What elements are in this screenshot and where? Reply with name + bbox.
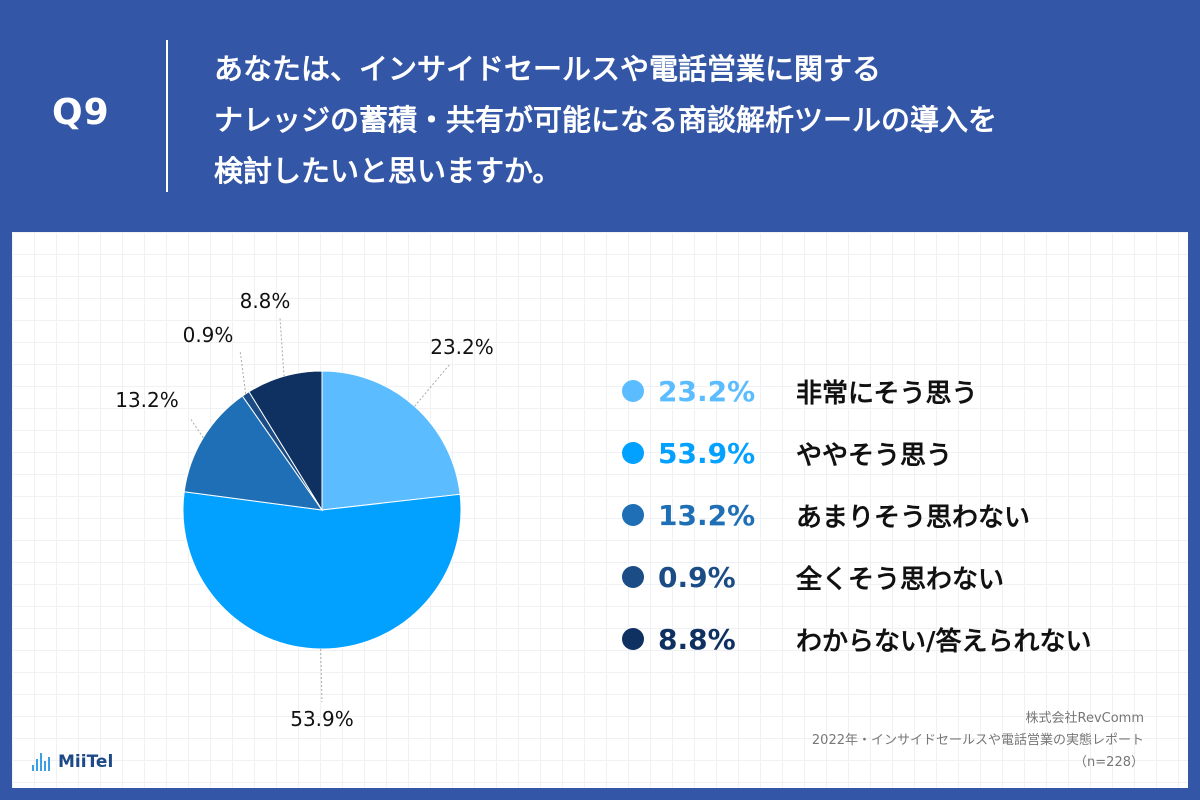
legend-value: 13.2% (658, 498, 756, 532)
leader-line (189, 417, 204, 439)
question-header: Q9 あなたは、インサイドセールスや電話営業に関する ナレッジの蓄積・共有が可能… (0, 0, 1200, 232)
legend-item: 13.2% あまりそう思わない (622, 484, 1092, 546)
question-line-1: あなたは、インサイドセールスや電話営業に関する (214, 52, 882, 86)
source-note: 株式会社RevComm 2022年・インサイドセールスや電話営業の実態レポート … (812, 708, 1144, 774)
legend-value: 53.9% (658, 436, 756, 470)
legend-label: 全くそう思わない (796, 564, 1005, 595)
leader-line (320, 648, 323, 703)
legend-label: 非常にそう思う (796, 378, 978, 409)
legend-swatch (622, 380, 644, 402)
legend-item: 0.9% 全くそう思わない (622, 546, 1092, 608)
leader-line (239, 349, 247, 394)
source-company: 株式会社RevComm (1025, 711, 1145, 726)
chart-legend: 23.2% 非常にそう思う 53.9% ややそう思う 13.2% あまりそう思わ… (622, 360, 1092, 670)
legend-value: 8.8% (658, 622, 736, 656)
legend-swatch (622, 504, 644, 526)
legend-swatch (622, 628, 644, 650)
miitel-logo: MiiTel (32, 752, 113, 772)
slice-data-label: 53.9% (290, 707, 354, 731)
pie-slice (321, 370, 461, 511)
pie-slice (248, 370, 323, 512)
slice-data-label: 23.2% (430, 335, 494, 359)
legend-item: 53.9% ややそう思う (622, 422, 1092, 484)
slice-data-label: 8.8% (240, 289, 291, 313)
legend-label: わからない/答えられない (796, 626, 1092, 657)
legend-swatch (622, 566, 644, 588)
leader-line (279, 317, 285, 377)
sample-size: （n=228） (1074, 755, 1144, 770)
legend-swatch (622, 442, 644, 464)
question-text: あなたは、インサイドセールスや電話営業に関する ナレッジの蓄積・共有が可能になる… (214, 44, 1174, 197)
leader-line (414, 363, 451, 407)
chart-panel: 23.2% 53.9% 13.2% 0.9% 8.8% 23.2% 非常にそう思う 53… (12, 232, 1188, 788)
legend-value: 0.9% (658, 560, 736, 594)
question-number: Q9 (52, 92, 110, 133)
question-line-3: 検討したいと思いますか。 (214, 154, 562, 188)
legend-item: 23.2% 非常にそう思う (622, 360, 1092, 422)
source-report: 2022年・インサイドセールスや電話営業の実態レポート (811, 733, 1144, 748)
legend-label: ややそう思う (796, 440, 953, 471)
slice-data-label: 13.2% (115, 388, 179, 412)
pie-slice (183, 395, 324, 511)
legend-label: あまりそう思わない (796, 502, 1031, 533)
pie-chart: 23.2% 53.9% 13.2% 0.9%8.8% (115, 289, 494, 731)
logo-text: MiiTel (58, 752, 114, 772)
legend-item: 8.8% わからない/答えられない (622, 608, 1092, 670)
question-line-2: ナレッジの蓄積・共有が可能になる商談解析ツールの導入を (214, 103, 998, 137)
pie-slice (182, 491, 462, 650)
sound-wave-icon (32, 753, 52, 771)
slice-data-label: 0.9% (183, 323, 234, 347)
legend-value: 23.2% (658, 374, 756, 408)
header-divider (166, 40, 168, 192)
